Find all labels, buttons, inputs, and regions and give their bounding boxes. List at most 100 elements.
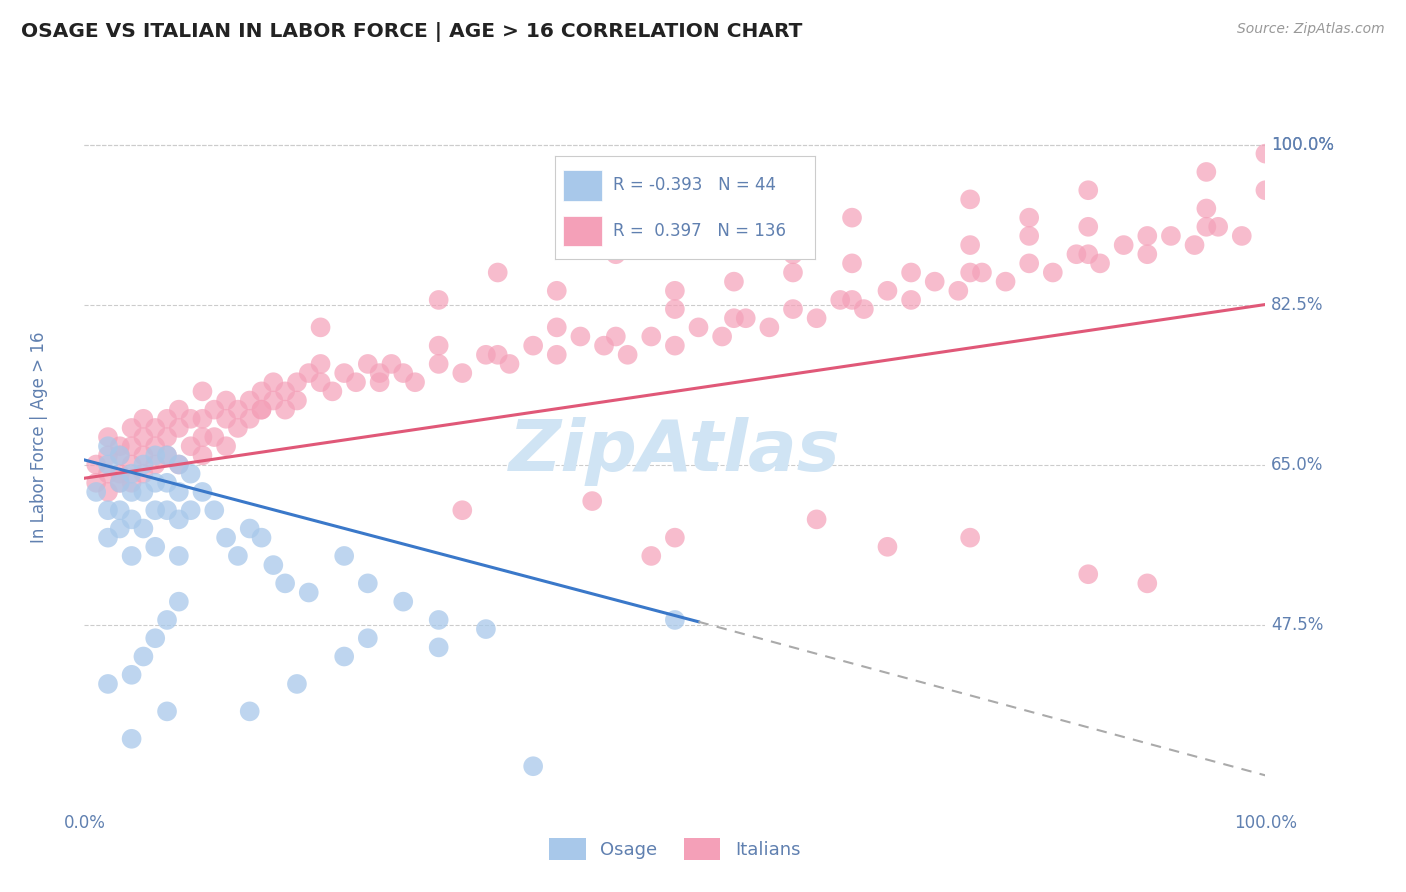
Point [121, 667, 143, 681]
Point [132, 649, 155, 664]
Point [191, 430, 214, 444]
Point [486, 266, 509, 280]
Point [1254, 146, 1277, 161]
Point [581, 494, 603, 508]
Text: 100.0%: 100.0% [1271, 136, 1334, 153]
Text: 47.5%: 47.5% [1271, 615, 1323, 633]
Point [191, 412, 214, 426]
Point [498, 357, 520, 371]
Point [1136, 247, 1159, 261]
Point [250, 384, 273, 399]
Point [688, 320, 710, 334]
Point [156, 430, 179, 444]
Point [191, 485, 214, 500]
Point [121, 485, 143, 500]
Point [427, 640, 450, 655]
Point [215, 531, 238, 545]
Point [143, 503, 166, 517]
Point [215, 439, 238, 453]
Point [1018, 256, 1040, 270]
Point [202, 402, 225, 417]
Point [333, 649, 356, 664]
Point [262, 393, 284, 408]
Point [250, 531, 273, 545]
Point [309, 320, 332, 334]
Point [321, 384, 343, 399]
Point [333, 366, 356, 380]
Text: R = -0.393   N = 44: R = -0.393 N = 44 [613, 176, 776, 194]
Point [546, 320, 568, 334]
Point [806, 512, 828, 526]
Point [84, 458, 107, 472]
Point [108, 467, 131, 481]
Point [1077, 183, 1099, 197]
Point [522, 338, 544, 352]
Point [994, 275, 1017, 289]
Point [959, 266, 981, 280]
Point [782, 266, 804, 280]
Point [132, 485, 155, 500]
Point [156, 503, 179, 517]
Point [876, 284, 898, 298]
Point [392, 594, 415, 608]
Point [97, 430, 120, 444]
Point [108, 439, 131, 453]
Point [250, 402, 273, 417]
Point [156, 412, 179, 426]
Point [333, 549, 356, 563]
Point [1042, 266, 1064, 280]
Point [1184, 238, 1206, 252]
Point [97, 503, 120, 517]
FancyBboxPatch shape [564, 216, 602, 246]
Point [143, 458, 166, 472]
Point [121, 421, 143, 435]
Point [274, 384, 297, 399]
Point [97, 531, 120, 545]
Point [1230, 228, 1253, 243]
Point [806, 311, 828, 326]
Point [368, 376, 391, 390]
Point [274, 402, 297, 417]
Point [546, 348, 568, 362]
Point [723, 228, 745, 243]
Point [451, 503, 474, 517]
Point [1018, 228, 1040, 243]
Legend: Osage, Italians: Osage, Italians [550, 838, 800, 860]
Point [143, 439, 166, 453]
Point [876, 540, 898, 554]
Point [404, 376, 426, 390]
Point [664, 338, 686, 352]
Point [262, 376, 284, 390]
Point [1066, 247, 1088, 261]
Point [156, 448, 179, 462]
Point [734, 311, 756, 326]
Point [108, 448, 131, 462]
Point [274, 576, 297, 591]
Point [427, 613, 450, 627]
Point [640, 329, 662, 343]
Point [1018, 211, 1040, 225]
Point [1077, 567, 1099, 582]
Point [156, 705, 179, 719]
Point [121, 467, 143, 481]
Point [215, 412, 238, 426]
Point [357, 357, 380, 371]
Point [357, 576, 380, 591]
Point [156, 475, 179, 490]
Point [143, 632, 166, 646]
Point [285, 376, 308, 390]
Point [309, 357, 332, 371]
Point [475, 348, 498, 362]
Point [900, 266, 922, 280]
Point [758, 320, 780, 334]
Point [143, 475, 166, 490]
Point [309, 376, 332, 390]
Point [143, 448, 166, 462]
Point [167, 485, 190, 500]
Point [143, 540, 166, 554]
Point [841, 293, 863, 307]
Point [167, 458, 190, 472]
Point [167, 421, 190, 435]
Point [108, 475, 131, 490]
Point [475, 622, 498, 636]
